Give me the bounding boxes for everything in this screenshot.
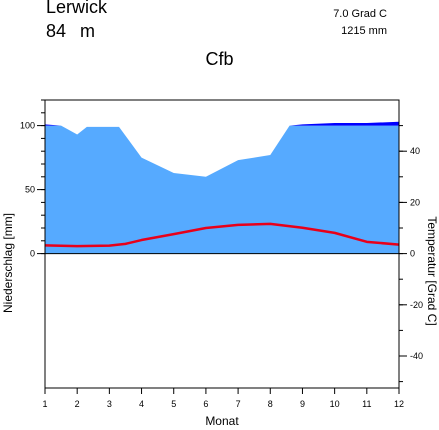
temperature-line: [44, 222, 400, 248]
plot-area: [44, 121, 400, 254]
x-tick-label: 4: [139, 399, 144, 409]
right-tick-label: -40: [410, 351, 423, 361]
elevation-value: 84: [46, 21, 67, 41]
precipitation-excess-area: [45, 121, 399, 126]
precipitation-area: [45, 125, 399, 254]
right-tick-label: 40: [410, 146, 420, 156]
x-tick-label: 10: [330, 399, 340, 409]
right-tick-label: 20: [410, 197, 420, 207]
x-tick-label: 12: [394, 399, 404, 409]
x-tick-label: 9: [300, 399, 305, 409]
x-tick-label: 6: [203, 399, 208, 409]
plot-frame: [44, 99, 400, 389]
x-axis-title: Monat: [205, 414, 239, 428]
right-tick-label: 0: [410, 249, 415, 259]
x-tick-label: 5: [171, 399, 176, 409]
left-tick-label: 100: [20, 121, 35, 131]
left-tick-label: 50: [25, 185, 35, 195]
annual-precipitation: 1215 mm: [341, 25, 387, 37]
x-tick-label: 2: [75, 399, 80, 409]
mean-temperature: 7.0 Grad C: [333, 8, 387, 20]
station-elevation: 84 m: [46, 21, 95, 42]
climate-class: Cfb: [205, 49, 234, 69]
x-tick-label: 8: [268, 399, 273, 409]
left-axis-title: Niederschlag [mm]: [1, 213, 15, 313]
x-tick-label: 11: [362, 399, 371, 409]
right-tick-label: -20: [410, 300, 423, 310]
left-tick-label: 0: [30, 249, 35, 259]
x-tick-label: 3: [107, 399, 112, 409]
elevation-unit: m: [80, 21, 96, 41]
x-tick-label: 7: [236, 399, 241, 409]
x-tick-label: 1: [42, 399, 47, 409]
station-name: Lerwick: [46, 0, 108, 17]
right-axis-title: Temperatur [Grad C]: [425, 216, 439, 325]
